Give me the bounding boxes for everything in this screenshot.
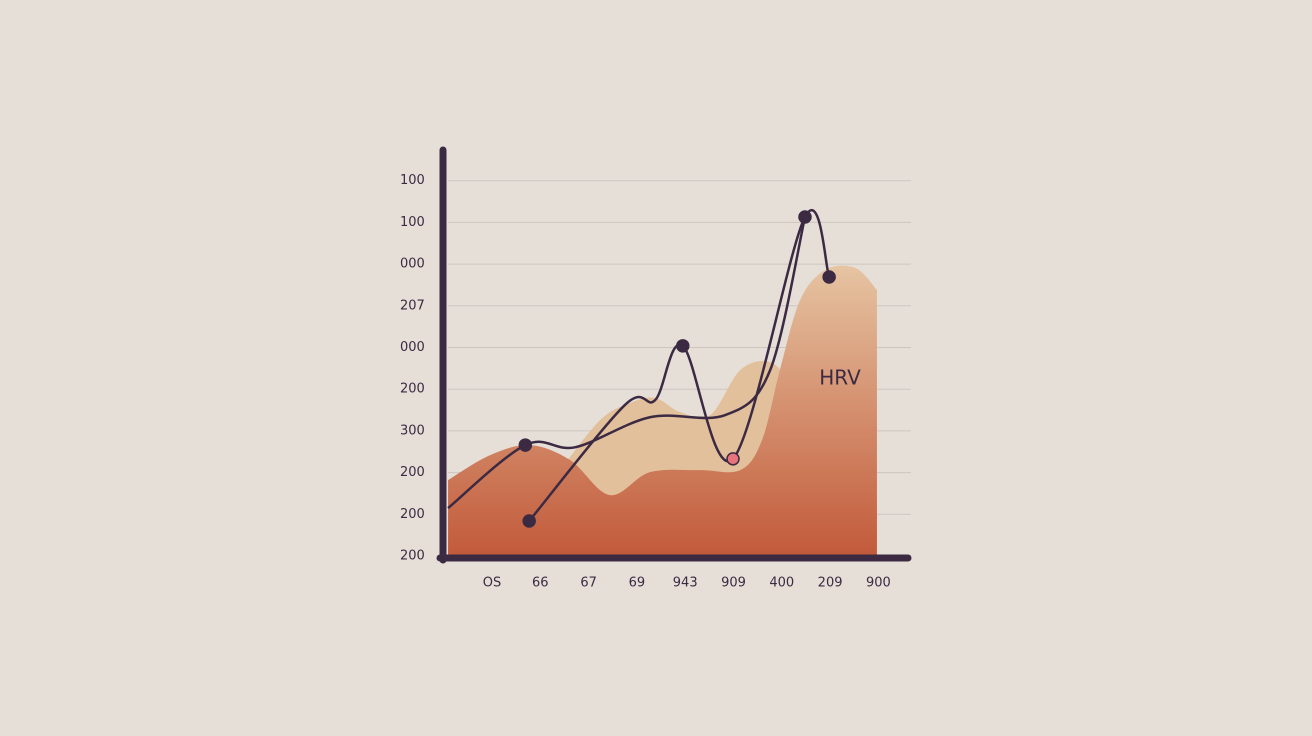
y-tick-label: 000 <box>400 340 425 355</box>
area <box>448 265 877 556</box>
y-tick-label: 000 <box>400 257 425 272</box>
plot <box>447 208 877 556</box>
y-tick-label: 200 <box>400 465 425 480</box>
x-tick-label: 67 <box>580 576 597 591</box>
x-tick-label: 943 <box>673 576 698 591</box>
marker <box>518 438 533 452</box>
y-tick-label: 200 <box>400 549 425 564</box>
x-tick-label: OS <box>483 576 501 591</box>
annotation: HRV <box>819 366 861 390</box>
marker <box>522 514 536 528</box>
marker <box>676 339 690 353</box>
x-tick-label: 69 <box>629 576 646 591</box>
x-tick-label: 66 <box>532 576 549 591</box>
y-tick-label: 100 <box>400 215 425 230</box>
x-tick-label: 209 <box>818 576 843 591</box>
x-tick-label: 400 <box>769 576 794 591</box>
y-tick-label: 200 <box>400 382 425 397</box>
y-tick-label: 207 <box>400 298 425 313</box>
marker <box>798 210 812 224</box>
x-tick-label: 909 <box>721 576 746 591</box>
y-tick-label: 300 <box>400 423 425 438</box>
x-tick-label: 900 <box>866 576 891 591</box>
y-tick-label: 200 <box>400 507 425 522</box>
y-tick-label: 100 <box>400 173 425 188</box>
marker <box>822 270 836 284</box>
marker <box>726 452 740 466</box>
